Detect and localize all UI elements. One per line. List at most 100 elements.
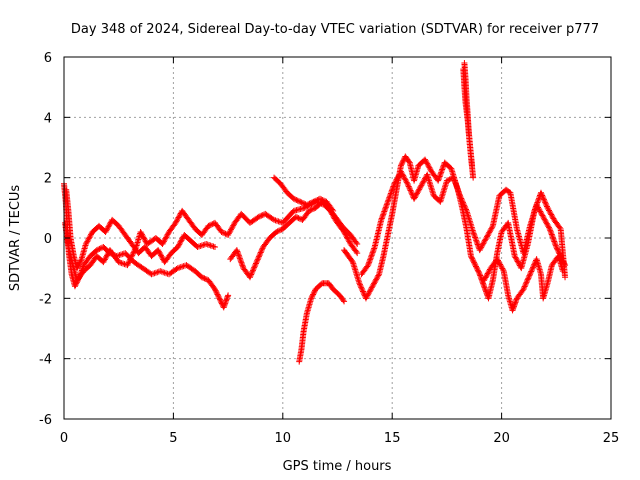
- data-point: [176, 264, 183, 271]
- data-point: [436, 173, 443, 180]
- data-point: [225, 292, 232, 299]
- data-point: [389, 186, 396, 193]
- data-point: [316, 195, 323, 202]
- data-point: [385, 196, 392, 203]
- data-point: [554, 246, 561, 253]
- data-point: [472, 234, 479, 241]
- data-point: [228, 225, 235, 232]
- data-point: [84, 238, 91, 245]
- data-point: [318, 196, 325, 203]
- data-point: [470, 228, 477, 235]
- data-point: [483, 273, 490, 280]
- data-point: [176, 213, 183, 220]
- data-point: [254, 256, 261, 263]
- data-point: [383, 202, 390, 209]
- data-point: [552, 241, 559, 248]
- data-point: [161, 269, 168, 276]
- data-point: [414, 189, 421, 196]
- data-point: [406, 186, 413, 193]
- data-point: [125, 259, 132, 266]
- data-point: [238, 259, 245, 266]
- data-point: [175, 242, 182, 249]
- data-point: [313, 197, 320, 204]
- data-point: [545, 223, 552, 230]
- data-point: [364, 263, 371, 270]
- data-point: [102, 255, 109, 262]
- data-point: [314, 196, 321, 203]
- data-point: [381, 207, 388, 214]
- data-point: [439, 165, 446, 172]
- data-point: [367, 255, 374, 262]
- data-point: [485, 230, 492, 237]
- data-point: [457, 192, 464, 199]
- data-point: [547, 228, 554, 235]
- data-point: [234, 248, 241, 255]
- data-point: [200, 242, 207, 249]
- data-point: [176, 241, 183, 248]
- data-point: [398, 161, 405, 168]
- data-point: [218, 228, 225, 235]
- data-point: [368, 285, 375, 292]
- data-point: [301, 200, 308, 207]
- data-point: [452, 180, 459, 187]
- data-point: [131, 246, 138, 253]
- data-point: [390, 182, 397, 189]
- data-point: [105, 223, 112, 230]
- data-point: [116, 252, 123, 259]
- data-point: [124, 262, 131, 269]
- data-point: [307, 200, 314, 207]
- data-point: [399, 160, 406, 167]
- x-tick-label: 0: [60, 431, 68, 446]
- data-point: [462, 206, 469, 213]
- data-point: [211, 286, 218, 293]
- data-point: [254, 214, 261, 221]
- data-point: [382, 205, 389, 212]
- data-point: [398, 169, 405, 176]
- data-point: [156, 249, 163, 256]
- data-point: [460, 200, 467, 207]
- data-point: [203, 241, 210, 248]
- data-point: [341, 230, 348, 237]
- data-point: [471, 260, 478, 267]
- data-point: [538, 211, 545, 218]
- tick-labels: 0 5 10 15 20 25 -6 -4 -2 0 2 4 6: [39, 51, 619, 446]
- data-point: [271, 216, 278, 223]
- data-point: [120, 250, 127, 257]
- data-point: [343, 232, 350, 239]
- data-point: [540, 196, 547, 203]
- data-point: [454, 185, 461, 192]
- y-tick-label: 0: [44, 232, 52, 247]
- y-axis-label: SDTVAR / TECUs: [8, 185, 23, 292]
- axis-ticks: [63, 56, 612, 420]
- data-point: [256, 252, 263, 259]
- data-point: [365, 260, 372, 267]
- data-point: [365, 291, 372, 298]
- data-point: [137, 228, 144, 235]
- data-point: [540, 195, 547, 202]
- data-point: [453, 184, 460, 191]
- data-point: [87, 231, 94, 238]
- y-tick-label: 2: [44, 172, 52, 187]
- data-point: [382, 204, 389, 211]
- data-point: [309, 206, 316, 213]
- data-point: [378, 216, 385, 223]
- data-point: [353, 248, 360, 255]
- data-point: [95, 246, 102, 253]
- data-point: [499, 265, 506, 272]
- data-point: [481, 237, 488, 244]
- data-point: [380, 211, 387, 218]
- data-point: [163, 232, 170, 239]
- data-point: [399, 158, 406, 165]
- data-point: [469, 255, 476, 262]
- data-point: [373, 275, 380, 282]
- data-point: [233, 247, 240, 254]
- data-point: [514, 258, 521, 265]
- data-point: [295, 198, 302, 205]
- data-point: [255, 213, 262, 220]
- data-point: [364, 292, 371, 299]
- data-point: [215, 294, 222, 301]
- data-point: [481, 277, 488, 284]
- data-point: [488, 225, 495, 232]
- data-point: [460, 199, 467, 206]
